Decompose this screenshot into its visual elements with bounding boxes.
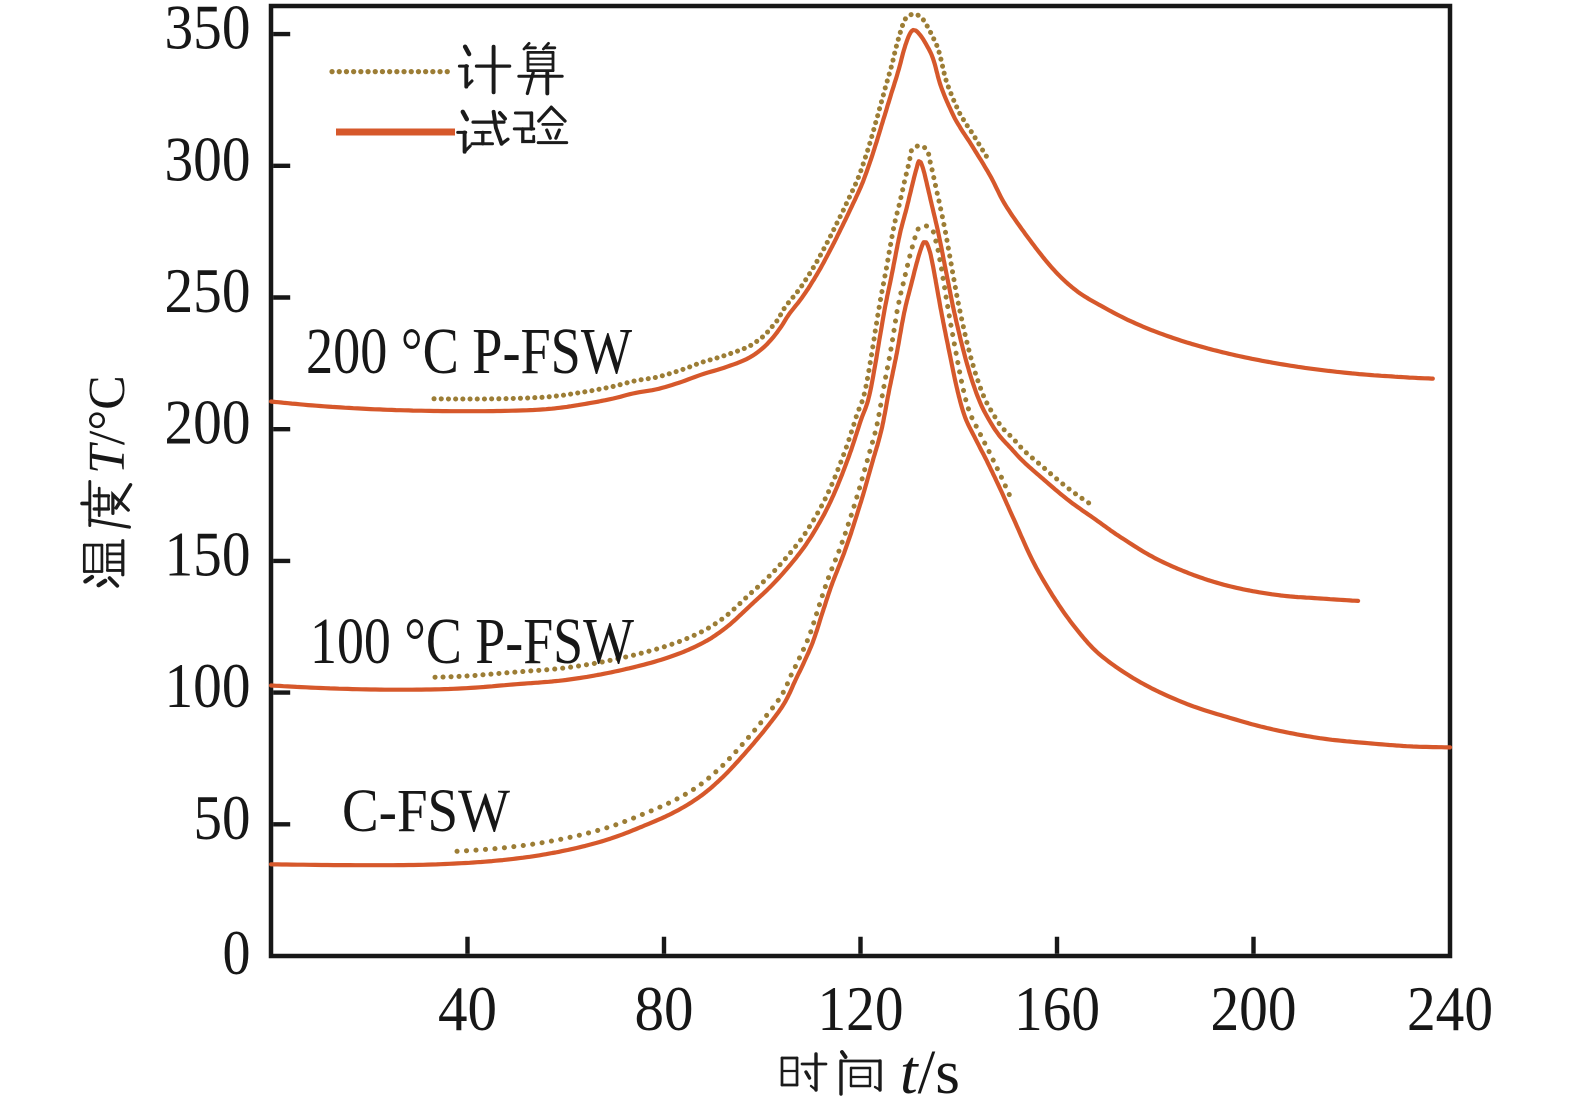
svg-text:50: 50: [194, 783, 251, 853]
svg-text:40: 40: [438, 974, 497, 1044]
svg-text:200 °C P-FSW: 200 °C P-FSW: [306, 315, 633, 388]
svg-text:200: 200: [1211, 974, 1297, 1044]
svg-text:250: 250: [165, 256, 251, 326]
svg-text:240: 240: [1407, 974, 1493, 1044]
svg-text:300: 300: [165, 124, 251, 194]
svg-text:T/°C: T/°C: [79, 375, 136, 474]
svg-text:120: 120: [818, 974, 904, 1044]
svg-text:350: 350: [165, 0, 251, 63]
svg-text:80: 80: [635, 974, 694, 1044]
svg-text:160: 160: [1014, 974, 1100, 1044]
svg-text:200: 200: [165, 388, 251, 458]
svg-text:t/s: t/s: [900, 1039, 960, 1107]
svg-text:0: 0: [223, 918, 251, 988]
svg-text:100: 100: [165, 651, 251, 721]
svg-text:150: 150: [165, 519, 251, 589]
svg-text:C-FSW: C-FSW: [342, 778, 510, 845]
svg-text:100 °C P-FSW: 100 °C P-FSW: [310, 605, 635, 678]
